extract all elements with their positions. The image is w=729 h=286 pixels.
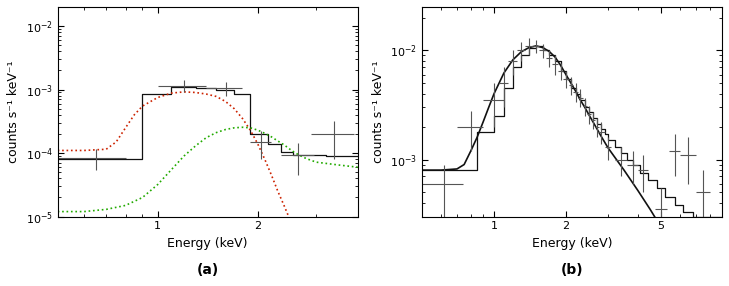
Text: (b): (b) <box>561 263 583 277</box>
X-axis label: Energy (keV): Energy (keV) <box>168 237 248 250</box>
Y-axis label: counts s⁻¹ keV⁻¹: counts s⁻¹ keV⁻¹ <box>7 61 20 163</box>
Y-axis label: counts s⁻¹ keV⁻¹: counts s⁻¹ keV⁻¹ <box>372 61 385 163</box>
Text: (a): (a) <box>197 263 219 277</box>
X-axis label: Energy (keV): Energy (keV) <box>531 237 612 250</box>
